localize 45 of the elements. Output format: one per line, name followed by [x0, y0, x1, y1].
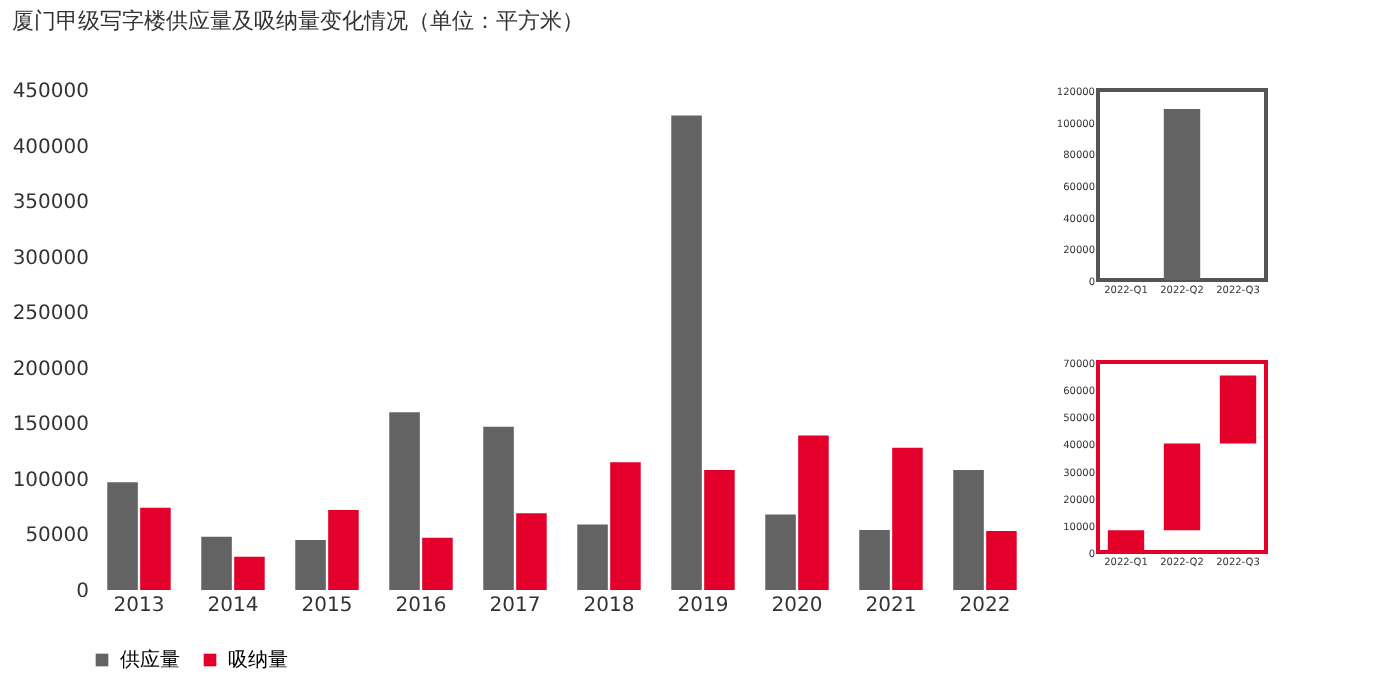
- x-tick-label: 2014: [207, 595, 259, 617]
- bar: [892, 447, 923, 590]
- y-tick-label: 250000: [12, 303, 89, 326]
- bar: [295, 540, 326, 590]
- bar: [798, 435, 829, 590]
- y-tick-label: 200000: [12, 358, 89, 381]
- x-tick-label: 2018: [583, 595, 635, 617]
- bar: [516, 513, 547, 590]
- bar: [107, 482, 138, 590]
- x-tick-label: 2013: [113, 595, 165, 617]
- y-tick-label: 100000: [12, 469, 89, 492]
- bar: [577, 524, 608, 590]
- y-tick-label: 450000: [12, 81, 89, 103]
- y-tick-label: 150000: [12, 414, 89, 437]
- bar: [422, 537, 453, 590]
- y-tick-label: 0: [76, 581, 89, 603]
- y-tick-label: 50000: [25, 525, 89, 548]
- x-tick-label: 2017: [489, 595, 541, 617]
- bar: [328, 510, 359, 590]
- bar: [859, 530, 890, 590]
- bar: [483, 426, 514, 590]
- x-tick-label: 2015: [301, 595, 353, 617]
- x-tick-label: 2022: [959, 595, 1011, 617]
- bar: [953, 470, 984, 590]
- bar: [1163, 443, 1201, 531]
- x-tick-label: 2016: [395, 595, 447, 617]
- bar: [389, 412, 420, 590]
- chart-title: 厦门甲级写字楼供应量及吸纳量变化情况（单位：平方米）: [11, 8, 584, 34]
- bar: [140, 507, 171, 590]
- x-tick-label: 2021: [865, 595, 917, 617]
- x-tick-label: 2020: [771, 595, 823, 617]
- y-tick-label: 300000: [12, 247, 89, 270]
- y-tick-label: 400000: [12, 136, 89, 159]
- bar: [201, 536, 232, 590]
- x-tick-label: 2019: [677, 595, 729, 617]
- bar: [234, 556, 265, 590]
- legend-label: 供应量: [120, 648, 180, 672]
- bar: [1219, 375, 1257, 444]
- bar: [704, 470, 735, 590]
- bar: [671, 115, 702, 590]
- legend-label: 吸纳量: [228, 648, 288, 672]
- y-tick-label: 350000: [12, 192, 89, 215]
- bar: [986, 531, 1017, 590]
- bar: [765, 514, 796, 590]
- bar: [610, 462, 641, 590]
